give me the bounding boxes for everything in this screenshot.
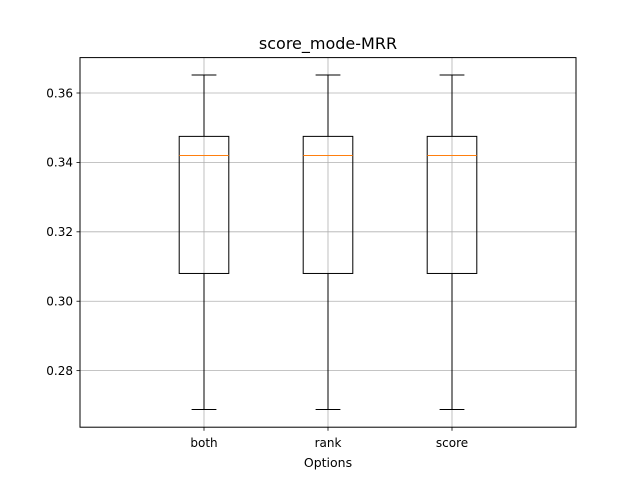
boxes bbox=[178, 74, 478, 411]
y-tick-label: 0.28 bbox=[46, 364, 73, 378]
y-tick-label: 0.32 bbox=[46, 225, 73, 239]
box-score bbox=[426, 74, 478, 411]
chart-title: score_mode-MRR bbox=[259, 34, 397, 54]
iqr-box bbox=[178, 135, 230, 274]
y-tick-label: 0.34 bbox=[46, 156, 73, 170]
y-tick-label: 0.36 bbox=[46, 86, 73, 100]
axis-ticks: 0.28 0.30 0.32 0.34 0.36 both rank score bbox=[46, 86, 468, 450]
box-both bbox=[178, 74, 230, 411]
iqr-box bbox=[302, 135, 354, 274]
x-tick-label-rank: rank bbox=[315, 436, 342, 450]
x-tick-label-score: score bbox=[436, 436, 468, 450]
box-rank bbox=[302, 74, 354, 411]
x-axis-label: Options bbox=[304, 455, 352, 470]
x-tick-label-both: both bbox=[190, 436, 217, 450]
y-tick-label: 0.30 bbox=[46, 295, 73, 309]
iqr-box bbox=[426, 135, 478, 274]
